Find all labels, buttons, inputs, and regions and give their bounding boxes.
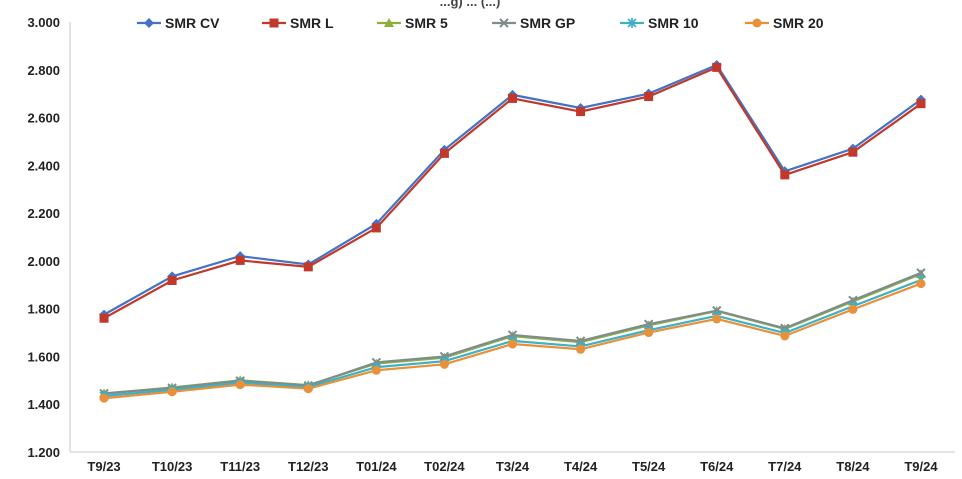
legend-marker: [499, 18, 509, 28]
x-axis-ticks: T9/23 T10/23 T11/23 T12/23 T01/24 T02/24 T3/24…: [87, 459, 938, 474]
x-tick-label: T01/24: [356, 459, 397, 474]
x-tick-label: T6/24: [700, 459, 734, 474]
data-point: [916, 99, 926, 109]
data-point: [916, 268, 926, 278]
data-point: [439, 148, 449, 158]
x-tick-label: T02/24: [424, 459, 465, 474]
x-tick-label: T4/24: [564, 459, 598, 474]
chart-title-fragment: ...g) ... (...): [440, 0, 501, 9]
y-tick-label: 2.600: [27, 111, 60, 126]
data-point: [576, 107, 586, 117]
legend-item: SMR CV: [137, 15, 220, 31]
data-point: [235, 380, 245, 390]
data-point: [508, 339, 517, 349]
y-tick-label: 2.000: [27, 254, 60, 269]
legend-label: SMR GP: [520, 15, 575, 31]
legend-item: SMR 10: [620, 15, 699, 31]
legend-item: SMR L: [262, 15, 334, 31]
y-tick-label: 2.200: [27, 206, 60, 221]
x-tick-label: T11/23: [220, 459, 260, 474]
data-point: [303, 384, 313, 394]
legend-label: SMR L: [290, 15, 334, 31]
x-tick-label: T9/24: [904, 459, 938, 474]
y-tick-label: 2.800: [27, 63, 60, 78]
y-axis-ticks: 1.200 1.400 1.600 1.800 2.000 2.200 2.400 2.600…: [27, 15, 60, 460]
data-point: [712, 62, 722, 72]
y-tick-label: 1.200: [27, 445, 60, 460]
data-point: [644, 92, 654, 102]
x-tick-label: T8/24: [836, 459, 870, 474]
legend-label: SMR 5: [405, 15, 448, 31]
legend-label: SMR 20: [773, 15, 824, 31]
x-tick-label: T12/23: [288, 459, 328, 474]
legend-marker: [627, 18, 637, 28]
data-point: [167, 275, 177, 285]
data-point: [371, 223, 381, 233]
legend-label: SMR CV: [165, 15, 220, 31]
data-point: [848, 304, 858, 314]
legend: SMR CV SMR L SMR 5 SMR GP SMR 10 SMR 20: [137, 15, 824, 31]
legend-marker: [384, 18, 394, 27]
series-smr-20: [99, 279, 926, 403]
x-tick-label: T7/24: [768, 459, 802, 474]
legend-label: SMR 10: [648, 15, 699, 31]
x-tick-label: T3/24: [496, 459, 530, 474]
data-point: [644, 328, 654, 338]
series-smr-5: [99, 269, 926, 398]
y-tick-label: 1.800: [27, 302, 60, 317]
data-point: [780, 170, 790, 180]
series-group: [99, 60, 926, 403]
legend-item: SMR 20: [745, 15, 824, 31]
series-line: [103, 66, 922, 320]
legend-item: SMR GP: [492, 15, 575, 31]
data-point: [780, 331, 790, 341]
data-point: [508, 93, 517, 103]
y-tick-label: 3.000: [27, 15, 60, 30]
data-point: [99, 393, 109, 403]
series-smr-l: [99, 62, 926, 323]
data-point: [303, 262, 313, 272]
data-point: [99, 313, 109, 323]
legend-marker: [144, 18, 154, 28]
x-tick-label: T10/23: [152, 459, 192, 474]
y-tick-label: 2.400: [27, 158, 60, 173]
legend-marker: [752, 18, 762, 28]
legend-item: SMR 5: [377, 15, 448, 31]
y-tick-label: 1.600: [27, 349, 60, 364]
data-point: [167, 387, 177, 397]
data-point: [576, 344, 586, 354]
legend-marker: [269, 18, 279, 28]
x-tick-label: T5/24: [632, 459, 666, 474]
x-tick-label: T9/23: [87, 459, 120, 474]
y-tick-label: 1.400: [27, 397, 60, 412]
data-point: [848, 147, 858, 157]
data-point: [371, 365, 381, 375]
data-point: [235, 255, 245, 265]
data-point: [712, 314, 722, 324]
data-point: [439, 359, 449, 369]
data-point: [916, 279, 926, 289]
